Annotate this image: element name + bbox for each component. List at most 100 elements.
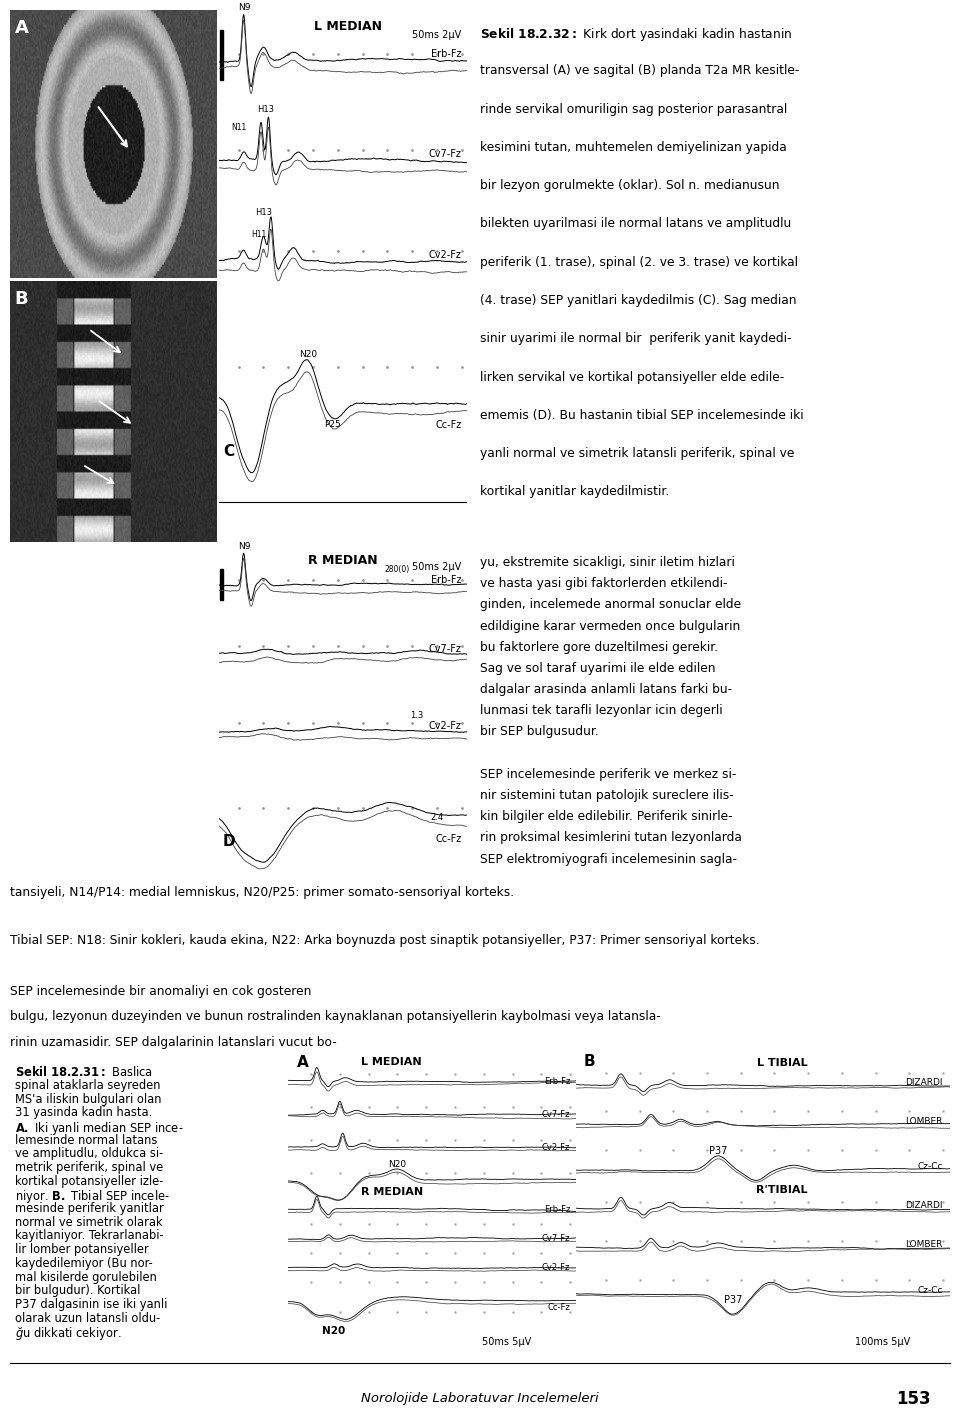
Text: $\bf{S}$$\bf{e}$$\bf{k}$$\bf{i}$$\bf{l\ 18.2.32:}$ Kirk dort yasindaki kadin has: $\bf{S}$$\bf{e}$$\bf{k}$$\bf{i}$$\bf{l\ … [480, 26, 792, 43]
Text: DIZARDI: DIZARDI [905, 1078, 943, 1087]
Text: Cc-Fz: Cc-Fz [547, 1303, 570, 1312]
Text: N20: N20 [389, 1159, 406, 1169]
Bar [221, 569, 223, 600]
Text: $\bf{A.}$ Iki yanli median SEP ince-: $\bf{A.}$ Iki yanli median SEP ince- [15, 1119, 183, 1137]
Text: 1.3: 1.3 [410, 712, 423, 720]
Text: H11: H11 [251, 230, 266, 238]
Text: A: A [14, 20, 29, 37]
Text: P37: P37 [724, 1295, 742, 1305]
Text: normal ve simetrik olarak: normal ve simetrik olarak [15, 1216, 162, 1229]
Text: kortikal yanitlar kaydedilmistir.: kortikal yanitlar kaydedilmistir. [480, 485, 669, 499]
Text: Norolojide Laboratuvar Incelemeleri: Norolojide Laboratuvar Incelemeleri [361, 1392, 599, 1406]
Text: N9: N9 [238, 3, 251, 11]
Text: rin proksimal kesimlerini tutan lezyonlarda: rin proksimal kesimlerini tutan lezyonla… [480, 831, 742, 844]
Text: lir lomber potansiyeller: lir lomber potansiyeller [15, 1243, 149, 1256]
Text: metrik periferik, spinal ve: metrik periferik, spinal ve [15, 1161, 163, 1174]
Text: Cc-Fz: Cc-Fz [435, 421, 462, 431]
Text: Cv2-Fz: Cv2-Fz [541, 1263, 570, 1272]
Text: Erb-Fz: Erb-Fz [544, 1205, 570, 1214]
Text: 2.4: 2.4 [430, 813, 444, 821]
Text: L MEDIAN: L MEDIAN [314, 20, 382, 33]
Text: olarak uzun latansli oldu-: olarak uzun latansli oldu- [15, 1312, 160, 1325]
Text: B: B [584, 1054, 595, 1070]
Text: Cv2-Fz: Cv2-Fz [429, 250, 462, 260]
Text: bir bulgudur). Kortikal: bir bulgudur). Kortikal [15, 1285, 140, 1298]
Text: SEP incelemesinde periferik ve merkez si-: SEP incelemesinde periferik ve merkez si… [480, 767, 736, 781]
Text: yanli normal ve simetrik latansli periferik, spinal ve: yanli normal ve simetrik latansli perife… [480, 448, 794, 461]
Text: ememis (D). Bu hastanin tibial SEP incelemesinde iki: ememis (D). Bu hastanin tibial SEP incel… [480, 409, 804, 422]
Text: niyor. $\bf{B.}$ Tibial SEP incele-: niyor. $\bf{B.}$ Tibial SEP incele- [15, 1188, 170, 1205]
Text: 31 yasinda kadin hasta.: 31 yasinda kadin hasta. [15, 1107, 153, 1119]
Text: R MEDIAN: R MEDIAN [361, 1186, 422, 1196]
Text: (4. trase) SEP yanitlari kaydedilmis (C). Sag median: (4. trase) SEP yanitlari kaydedilmis (C)… [480, 294, 797, 307]
Text: Cv7-Fz: Cv7-Fz [541, 1109, 570, 1119]
Text: N20: N20 [299, 351, 317, 359]
Text: edildigine karar vermeden once bulgularin: edildigine karar vermeden once bulgulari… [480, 620, 740, 633]
Text: Erb-Fz: Erb-Fz [431, 48, 462, 58]
Text: bulgu, lezyonun duzeyinden ve bunun rostralinden kaynaklanan potansiyellerin kay: bulgu, lezyonun duzeyinden ve bunun rost… [10, 1010, 660, 1024]
Text: MS'a iliskin bulgulari olan: MS'a iliskin bulgulari olan [15, 1092, 161, 1105]
Text: lunmasi tek tarafli lezyonlar icin degerli: lunmasi tek tarafli lezyonlar icin deger… [480, 704, 723, 717]
Text: 50ms 2μV: 50ms 2μV [413, 562, 462, 572]
Text: 100ms 5μV: 100ms 5μV [855, 1338, 911, 1348]
Text: P37: P37 [709, 1145, 728, 1155]
Text: LOMBER: LOMBER [905, 1117, 943, 1125]
Text: 153: 153 [897, 1390, 931, 1407]
Text: DIZARDI: DIZARDI [905, 1201, 943, 1211]
Text: Cv7-Fz: Cv7-Fz [541, 1233, 570, 1243]
Text: H13: H13 [255, 208, 272, 217]
Text: SEP elektromiyografi incelemesinin sagla-: SEP elektromiyografi incelemesinin sagla… [480, 853, 737, 866]
Text: Erb-Fz: Erb-Fz [431, 575, 462, 585]
Text: Cc-Fz: Cc-Fz [435, 834, 462, 844]
Text: H13: H13 [257, 106, 275, 114]
Text: $\bf{Sekil\ 18.2.31:}$ Baslica: $\bf{Sekil\ 18.2.31:}$ Baslica [15, 1065, 154, 1079]
Text: bir SEP bulgusudur.: bir SEP bulgusudur. [480, 726, 599, 739]
Text: ve hasta yasi gibi faktorlerden etkilendi-: ve hasta yasi gibi faktorlerden etkilend… [480, 578, 728, 590]
Text: bu faktorlere gore duzeltilmesi gerekir.: bu faktorlere gore duzeltilmesi gerekir. [480, 640, 718, 653]
Text: P37 dalgasinin ise iki yanli: P37 dalgasinin ise iki yanli [15, 1298, 167, 1310]
Text: yu, ekstremite sicakligi, sinir iletim hizlari: yu, ekstremite sicakligi, sinir iletim h… [480, 556, 734, 569]
Text: R'TIBIAL: R'TIBIAL [756, 1185, 807, 1195]
Text: mesinde periferik yanitlar: mesinde periferik yanitlar [15, 1202, 164, 1215]
Text: LOMBER: LOMBER [905, 1241, 943, 1249]
Text: kin bilgiler elde edilebilir. Periferik sinirle-: kin bilgiler elde edilebilir. Periferik … [480, 810, 732, 823]
Text: ve amplitudlu, oldukca si-: ve amplitudlu, oldukca si- [15, 1148, 163, 1161]
Text: B: B [14, 289, 29, 308]
Text: bir lezyon gorulmekte (oklar). Sol n. medianusun: bir lezyon gorulmekte (oklar). Sol n. me… [480, 180, 780, 193]
Text: L MEDIAN: L MEDIAN [361, 1057, 422, 1068]
Text: kayitlaniyor. Tekrarlanabi-: kayitlaniyor. Tekrarlanabi- [15, 1229, 164, 1242]
Text: 280(0): 280(0) [385, 565, 410, 575]
Text: sinir uyarimi ile normal bir  periferik yanit kaydedi-: sinir uyarimi ile normal bir periferik y… [480, 332, 791, 345]
Text: dalgalar arasinda anlamli latans farki bu-: dalgalar arasinda anlamli latans farki b… [480, 683, 732, 696]
Text: N20: N20 [323, 1326, 346, 1336]
Text: lirken servikal ve kortikal potansiyeller elde edile-: lirken servikal ve kortikal potansiyelle… [480, 371, 784, 384]
Text: SEP incelemesinde bir anomaliyi en cok gosteren: SEP incelemesinde bir anomaliyi en cok g… [10, 984, 311, 998]
Text: R MEDIAN: R MEDIAN [308, 553, 377, 568]
Text: Cv7-Fz: Cv7-Fz [429, 150, 462, 160]
Text: N11: N11 [231, 124, 247, 133]
Text: N9: N9 [238, 542, 251, 552]
Bar [221, 30, 223, 80]
Text: L TIBIAL: L TIBIAL [756, 1058, 807, 1068]
Text: Cv2-Fz: Cv2-Fz [429, 722, 462, 732]
Text: rinde servikal omuriligin sag posterior parasantral: rinde servikal omuriligin sag posterior … [480, 103, 787, 116]
Text: spinal ataklarla seyreden: spinal ataklarla seyreden [15, 1079, 160, 1092]
Text: 50ms 2μV: 50ms 2μV [413, 30, 462, 40]
Text: Cv7-Fz: Cv7-Fz [429, 645, 462, 655]
Text: Erb-Fz: Erb-Fz [544, 1077, 570, 1087]
Text: periferik (1. trase), spinal (2. ve 3. trase) ve kortikal: periferik (1. trase), spinal (2. ve 3. t… [480, 255, 798, 268]
Text: A: A [297, 1055, 308, 1070]
Text: bilekten uyarilmasi ile normal latans ve amplitudlu: bilekten uyarilmasi ile normal latans ve… [480, 217, 791, 231]
Text: kortikal potansiyeller izle-: kortikal potansiyeller izle- [15, 1175, 163, 1188]
Text: nir sistemini tutan patolojik sureclere ilis-: nir sistemini tutan patolojik sureclere … [480, 789, 733, 801]
Text: rinin uzamasidir. SEP dalgalarinin latanslari vucut bo-: rinin uzamasidir. SEP dalgalarinin latan… [10, 1035, 336, 1048]
Text: transversal (A) ve sagital (B) planda T2a MR kesitle-: transversal (A) ve sagital (B) planda T2… [480, 64, 800, 77]
Text: Cv2-Fz: Cv2-Fz [541, 1142, 570, 1152]
Text: Sag ve sol taraf uyarimi ile elde edilen: Sag ve sol taraf uyarimi ile elde edilen [480, 662, 715, 674]
Text: Cz-Cc: Cz-Cc [918, 1162, 943, 1171]
Text: kesimini tutan, muhtemelen demiyelinizan yapida: kesimini tutan, muhtemelen demiyelinizan… [480, 141, 787, 154]
Text: ginden, incelemede anormal sonuclar elde: ginden, incelemede anormal sonuclar elde [480, 599, 741, 612]
Text: 50ms 5μV: 50ms 5μV [482, 1336, 532, 1346]
Text: D: D [223, 834, 235, 850]
Text: tansiyeli, N14/P14: medial lemniskus, N20/P25: primer somato-sensoriyal korteks.: tansiyeli, N14/P14: medial lemniskus, N2… [10, 886, 514, 898]
